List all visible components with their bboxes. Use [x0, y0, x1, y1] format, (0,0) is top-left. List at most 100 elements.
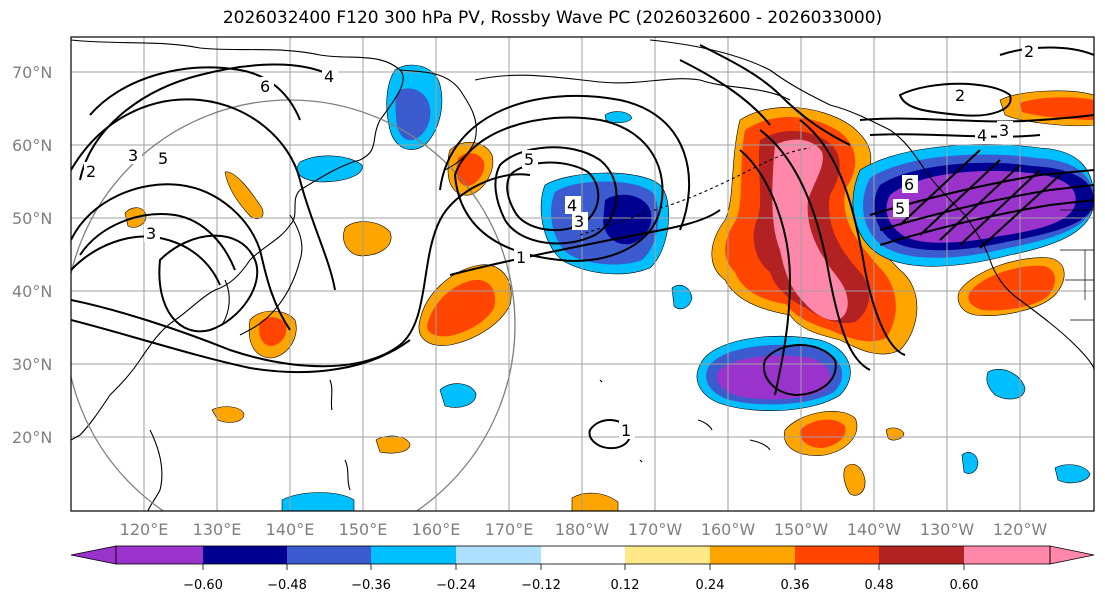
- colorbar-cell-9: [879, 546, 964, 564]
- coast-kamchatka: [399, 69, 477, 171]
- contour-trough-closed: [763, 344, 837, 397]
- contour-closed-low-1: [494, 146, 618, 245]
- coast-islands: [329, 379, 771, 491]
- contour-ne-4: [869, 133, 1041, 138]
- colorbar-label-5: 0.12: [611, 578, 640, 593]
- colorbar-label-8: 0.48: [865, 578, 894, 593]
- contour-closed-low-3: [453, 116, 664, 262]
- contour-label-2-ne: 2: [955, 86, 965, 105]
- contour-west-low-2: [71, 98, 336, 291]
- colorbar-cell-4: [456, 546, 541, 564]
- lon-label-130w: 130°W: [920, 520, 975, 539]
- contour-label-5-west: 5: [158, 149, 168, 168]
- colorbar-label-3: −0.24: [436, 578, 476, 593]
- coast-philippines: [147, 429, 163, 511]
- lon-label-170w: 170°W: [628, 520, 683, 539]
- negative-anomaly-japan-sea: [296, 155, 363, 183]
- colorbar-label-7: 0.36: [781, 578, 810, 593]
- lon-label-150e: 150°E: [339, 520, 388, 539]
- lon-label-140w: 140°W: [847, 520, 902, 539]
- contour-label-5-east: 5: [895, 199, 905, 218]
- colorbar-label-9: 0.60: [950, 578, 979, 593]
- contour-1: [449, 209, 721, 276]
- colorbar-label-2: −0.36: [351, 578, 391, 593]
- colorbar-extend-low: [70, 545, 117, 565]
- contour-label-4-nw: 4: [324, 67, 334, 86]
- contour-label-1-south: 1: [621, 421, 631, 440]
- colorbar-cell-8: [795, 546, 879, 564]
- colorbar-label-4: −0.12: [521, 578, 561, 593]
- colorbar-cell-10: [964, 546, 1050, 564]
- positive-anomaly-hokkaido: [343, 221, 392, 257]
- graticule: [71, 37, 1094, 511]
- colorbar-cell-0: [116, 546, 203, 564]
- contour-trough-1: [739, 149, 792, 396]
- colorbar-cell-6: [625, 546, 710, 564]
- lon-label-160w: 160°W: [701, 520, 756, 539]
- contour-label-3-ne: 3: [999, 121, 1009, 140]
- colorbar: −0.60 −0.48 −0.36 −0.24 −0.12 0.12 0.24 …: [70, 545, 1095, 593]
- lat-label-20: 20°N: [12, 428, 52, 447]
- lon-label-170e: 170°E: [485, 520, 534, 539]
- negative-anomaly-small-1: [439, 383, 477, 408]
- negative-anomaly-small-5: [961, 452, 979, 474]
- negative-anomaly-small-2: [281, 492, 355, 511]
- contour-small-1: [588, 419, 632, 450]
- lat-label-70: 70°N: [12, 63, 52, 82]
- contour-closed-low-4: [439, 94, 691, 231]
- contour-nw-2: [999, 46, 1094, 56]
- coast-bering: [474, 74, 791, 101]
- positive-anomaly-canada-red: [1020, 97, 1094, 120]
- latitude-labels: 70°N 60°N 50°N 40°N 30°N 20°N: [12, 63, 52, 447]
- lon-label-140e: 140°E: [266, 520, 315, 539]
- lon-label-180w: 180°W: [555, 520, 610, 539]
- contour-label-3-low: 3: [146, 224, 156, 243]
- contour-label-6: 6: [260, 77, 270, 96]
- map-frame: [70, 36, 1095, 512]
- colorbar-cell-2: [287, 546, 371, 564]
- negative-anomaly-okhotsk-blue: [395, 88, 431, 141]
- negative-anomaly-small-3: [986, 368, 1026, 400]
- colorbar-cell-7: [710, 546, 795, 564]
- contour-label-3-west: 3: [128, 146, 138, 165]
- lon-label-160e: 160°E: [412, 520, 461, 539]
- colorbar-label-1: −0.48: [267, 578, 307, 593]
- colorbar-cell-5: [541, 546, 625, 564]
- contour-label-3-center: 3: [574, 212, 584, 231]
- coast-japan: [239, 214, 303, 336]
- positive-anomaly-subtropical-w-red: [427, 279, 496, 337]
- longitude-labels: 120°E 130°E 140°E 150°E 160°E 170°E 180°…: [120, 520, 1048, 539]
- map-title: 2026032400 F120 300 hPa PV, Rossby Wave …: [222, 8, 883, 28]
- lon-label-120e: 120°E: [120, 520, 169, 539]
- positive-anomaly-california-red: [968, 265, 1056, 311]
- coast-asia: [71, 39, 404, 441]
- colorbar-extend-high: [1049, 545, 1095, 565]
- positive-anomaly-small-2: [375, 435, 411, 454]
- contour-east-band-1: [869, 169, 1094, 216]
- coast-alaska: [649, 39, 1094, 371]
- lat-label-40: 40°N: [12, 282, 52, 301]
- contour-west-3b: [79, 213, 236, 271]
- contour-east-band-3: [879, 199, 1094, 246]
- negative-anomaly-east-pacific-purple: [886, 170, 1076, 243]
- contour-ne-ridge-1: [699, 44, 851, 146]
- lon-label-130e: 130°E: [193, 520, 242, 539]
- colorbar-label-6: 0.24: [696, 578, 725, 593]
- lat-label-30: 30°N: [12, 355, 52, 374]
- contour-ne-2: [898, 82, 1012, 117]
- us-borders: [1060, 209, 1094, 321]
- positive-anomaly-small-3: [571, 492, 619, 511]
- contour-ne-3: [859, 114, 1094, 123]
- pv-contours: [71, 44, 1094, 450]
- contour-west-high-4: [79, 63, 331, 181]
- negative-anomaly-small-4: [1054, 464, 1091, 484]
- contour-label-2-nw: 2: [1024, 42, 1034, 61]
- positive-anomaly-hawaii-red: [799, 419, 846, 448]
- contour-label-2-west: 2: [86, 162, 96, 181]
- contour-ne-ridge-2: [679, 59, 771, 126]
- lat-label-50: 50°N: [12, 209, 52, 228]
- colorbar-ticks: [202, 564, 965, 570]
- contour-trough-3: [799, 119, 906, 356]
- contour-ridge-1: [71, 173, 531, 368]
- colorbar-label-0: −0.60: [183, 578, 223, 593]
